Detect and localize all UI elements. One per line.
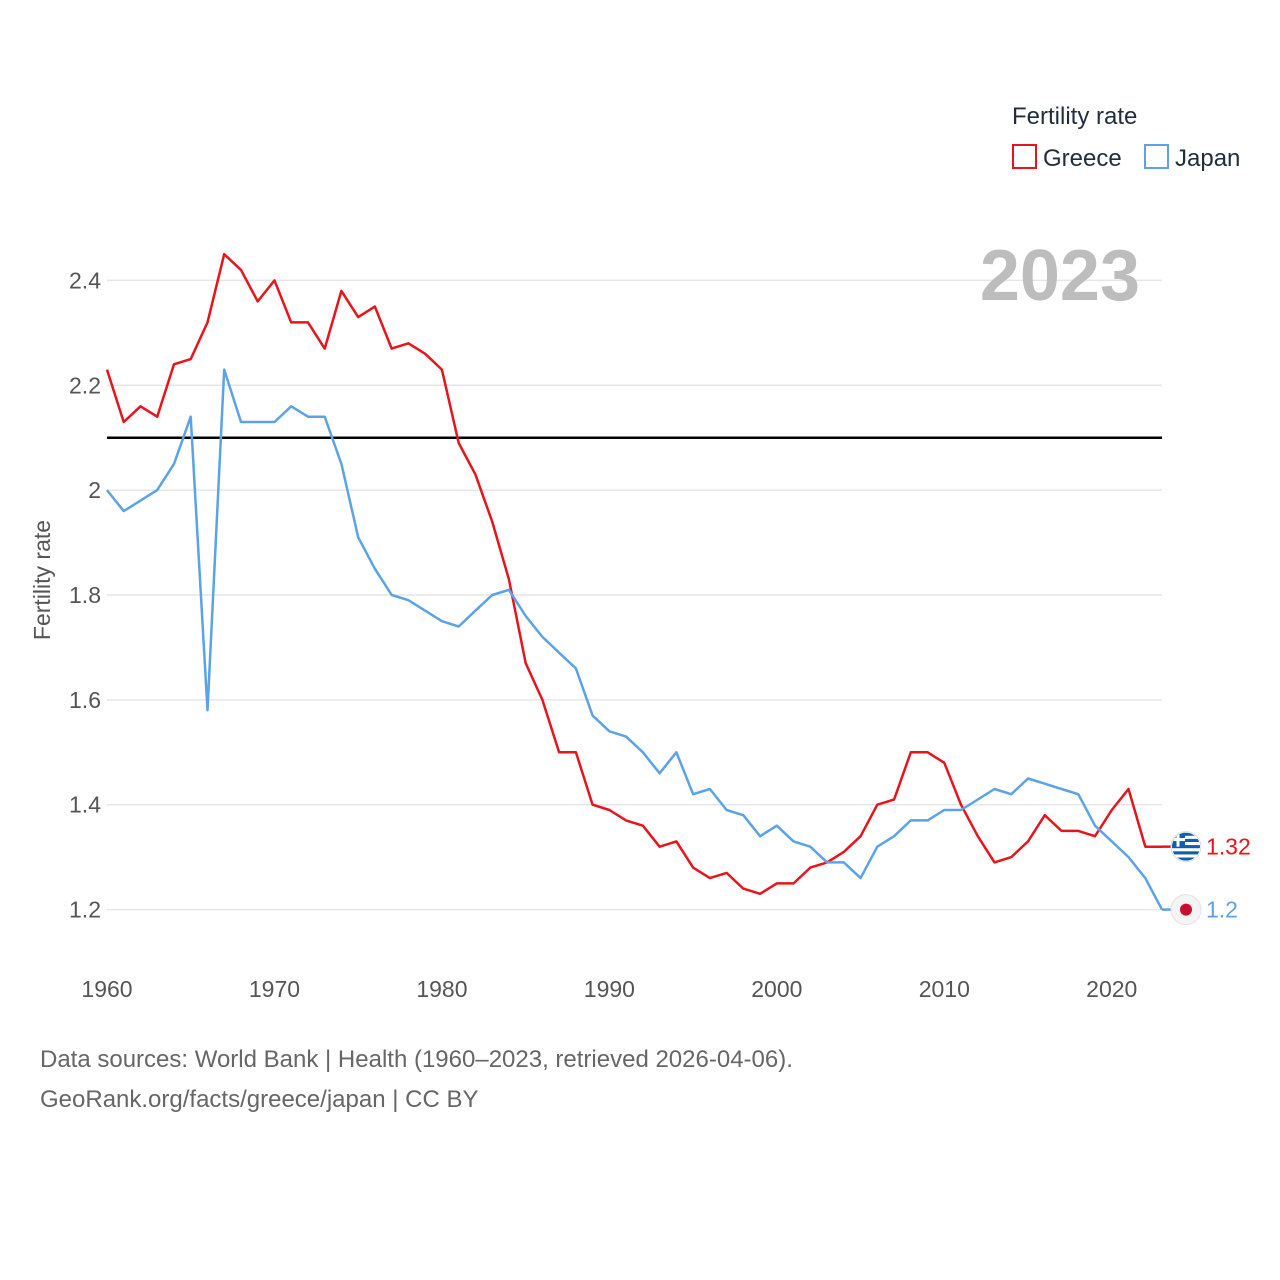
current-year-label: 2023 — [980, 236, 1140, 316]
legend-title: Fertility rate — [1012, 103, 1137, 130]
series-line-japan[interactable] — [106, 368, 1164, 911]
footer-source: Data sources: World Bank | Health (1960–… — [40, 1046, 793, 1073]
series-lines — [105, 252, 1164, 911]
y-tick-label: 1.2 — [69, 897, 101, 923]
footer-attribution: GeoRank.org/facts/greece/japan | CC BY — [40, 1086, 479, 1113]
x-tick-label: 1970 — [249, 976, 300, 1002]
legend-label-japan: Japan — [1175, 145, 1240, 172]
y-tick-label: 1.8 — [69, 582, 101, 608]
legend: Fertility rate Greece Japan — [1012, 103, 1240, 172]
x-tick-label: 2010 — [919, 976, 970, 1002]
japan-flag-icon — [1170, 894, 1202, 926]
legend-label-greece: Greece — [1043, 145, 1122, 172]
y-axis-title: Fertility rate — [29, 520, 55, 640]
y-tick-label: 1.4 — [69, 792, 101, 818]
footer: Data sources: World Bank | Health (1960–… — [40, 1040, 793, 1120]
x-tick-label: 2020 — [1086, 976, 1137, 1002]
y-tick-label: 2.2 — [69, 372, 101, 398]
legend-item-greece[interactable]: Greece — [1012, 144, 1122, 172]
y-tick-label: 2 — [88, 477, 101, 503]
series-line-greece[interactable] — [105, 252, 1162, 896]
x-tick-label: 2000 — [751, 976, 802, 1002]
x-tick-label: 1960 — [81, 976, 132, 1002]
legend-item-japan[interactable]: Japan — [1144, 144, 1240, 172]
end-value-label-greece: 1.32 — [1206, 834, 1251, 860]
legend-swatch-greece — [1012, 144, 1037, 169]
x-tick-label: 1980 — [416, 976, 467, 1002]
y-tick-label: 2.4 — [69, 267, 101, 293]
gridlines — [107, 279, 1162, 911]
y-tick-label: 1.6 — [69, 687, 101, 713]
fertility-rate-chart: 1.2 1.4 1.6 1.8 2 2.2 2.4 1960 1970 1980 1990 2000… — [29, 103, 1251, 1002]
greece-flag-icon — [1170, 831, 1202, 863]
legend-swatch-japan — [1144, 144, 1169, 169]
x-tick-label: 1990 — [584, 976, 635, 1002]
series-end-markers: 1.32 1.2 — [1162, 831, 1251, 926]
x-axis-ticks: 1960 1970 1980 1990 2000 2010 2020 — [81, 976, 1137, 1002]
end-value-label-japan: 1.2 — [1206, 897, 1238, 923]
y-axis-ticks: 1.2 1.4 1.6 1.8 2 2.2 2.4 — [69, 267, 101, 922]
